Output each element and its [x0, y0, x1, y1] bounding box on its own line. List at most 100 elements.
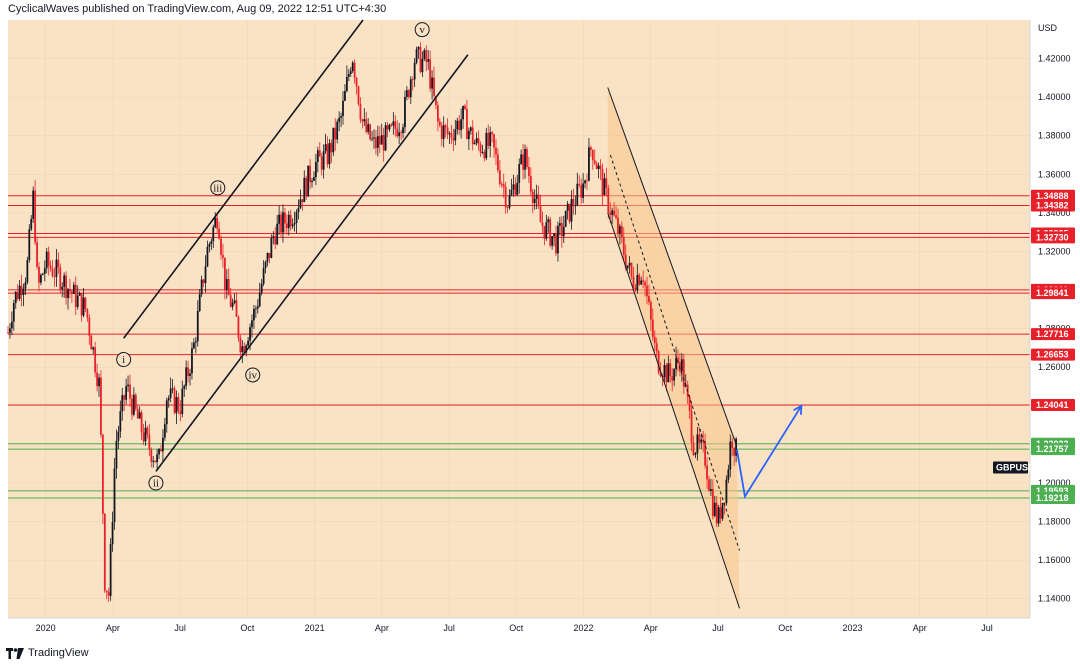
candle-body [603, 178, 606, 196]
candle-body [438, 121, 441, 126]
candle-body [644, 282, 646, 286]
candle-body [18, 285, 21, 299]
candle-body [541, 222, 544, 226]
candle-body [431, 77, 433, 89]
candle-body [154, 460, 157, 463]
candle-body [649, 302, 652, 320]
down-channel-lower-line [607, 212, 741, 609]
candle-body [289, 214, 292, 227]
candle-body [527, 166, 530, 176]
candle-body [404, 96, 406, 128]
level-tag-resistance [1031, 399, 1075, 412]
candle-body [162, 437, 164, 452]
candle-body [76, 295, 79, 307]
price-axis[interactable] [1030, 20, 1080, 618]
wave-label-circle [414, 22, 430, 38]
candle-body [545, 222, 548, 239]
time-axis[interactable] [8, 618, 1030, 640]
candle-body [406, 90, 408, 97]
candle-body [378, 136, 381, 145]
candle-body [704, 441, 707, 466]
candle-body [549, 219, 552, 246]
candle-body [274, 236, 277, 245]
candle-body [119, 411, 122, 432]
candle-body [349, 71, 352, 74]
candle-body [473, 142, 476, 145]
candle-body [390, 124, 393, 126]
wave-label-v: v [419, 24, 425, 36]
candle-body [619, 226, 621, 234]
candle-body [495, 147, 497, 155]
candle-body [121, 395, 124, 412]
candle-body [142, 432, 145, 442]
wave-label-ii: ii [153, 477, 159, 489]
candle-body [506, 207, 509, 209]
candle-body [183, 385, 186, 389]
candle-body [419, 47, 422, 73]
candle-body [452, 137, 455, 141]
candle-body [132, 394, 135, 415]
candle-body [342, 100, 344, 117]
candle-body [160, 449, 162, 452]
candle-body [30, 218, 33, 230]
candle-body [131, 398, 133, 415]
candle-body [708, 479, 710, 491]
candle-body [682, 359, 685, 387]
candle-body [338, 117, 341, 122]
candle-body [258, 292, 261, 307]
candle-body [692, 442, 695, 455]
candle-body [371, 138, 373, 140]
level-tag-label: 1.29841 [1036, 288, 1069, 298]
candle-body [460, 119, 463, 131]
candle-body [115, 440, 118, 469]
candle-body [351, 62, 354, 72]
candle-body [266, 253, 269, 262]
candle-body [458, 120, 461, 131]
candle-body [179, 410, 182, 415]
candle-body [392, 121, 395, 126]
candle-body [398, 132, 401, 137]
candle-body [26, 259, 29, 283]
wave-label-circle [116, 352, 132, 368]
y-tick-label: 1.34000 [1038, 208, 1071, 218]
level-tag-resistance [1031, 348, 1075, 361]
candle-body [38, 266, 40, 283]
candle-body [158, 449, 160, 455]
candle-body [36, 242, 38, 267]
candle-body [456, 120, 459, 130]
candle-body [307, 165, 310, 197]
tradingview-logo-icon [6, 647, 24, 659]
candle-body [320, 156, 323, 170]
candle-body [680, 359, 683, 372]
candle-body [715, 502, 718, 524]
candle-body [107, 592, 110, 596]
candle-body [640, 280, 643, 285]
candle-body [450, 133, 453, 138]
candle-body [514, 184, 517, 195]
candle-body [336, 121, 339, 140]
candle-body [462, 105, 464, 120]
candle-body [256, 306, 259, 309]
candle-body [309, 165, 311, 183]
level-tag-label: 1.19593 [1036, 486, 1069, 496]
candle-body [74, 284, 77, 307]
candle-body [688, 396, 691, 411]
candle-body [440, 125, 443, 139]
candle-body [43, 268, 46, 274]
candle-body [24, 282, 27, 289]
candle-body [477, 138, 480, 145]
candle-body [589, 147, 592, 150]
candle-body [264, 261, 267, 269]
candle-body [285, 223, 288, 229]
candle-body [12, 303, 15, 322]
candle-body [150, 449, 153, 462]
candle-body [386, 125, 389, 130]
candle-body [539, 206, 542, 223]
candle-body [425, 50, 428, 62]
candle-body [332, 127, 335, 153]
x-tick-label: Oct [509, 623, 524, 633]
candle-body [96, 372, 98, 387]
candle-body [609, 212, 612, 215]
candle-body [558, 223, 561, 226]
